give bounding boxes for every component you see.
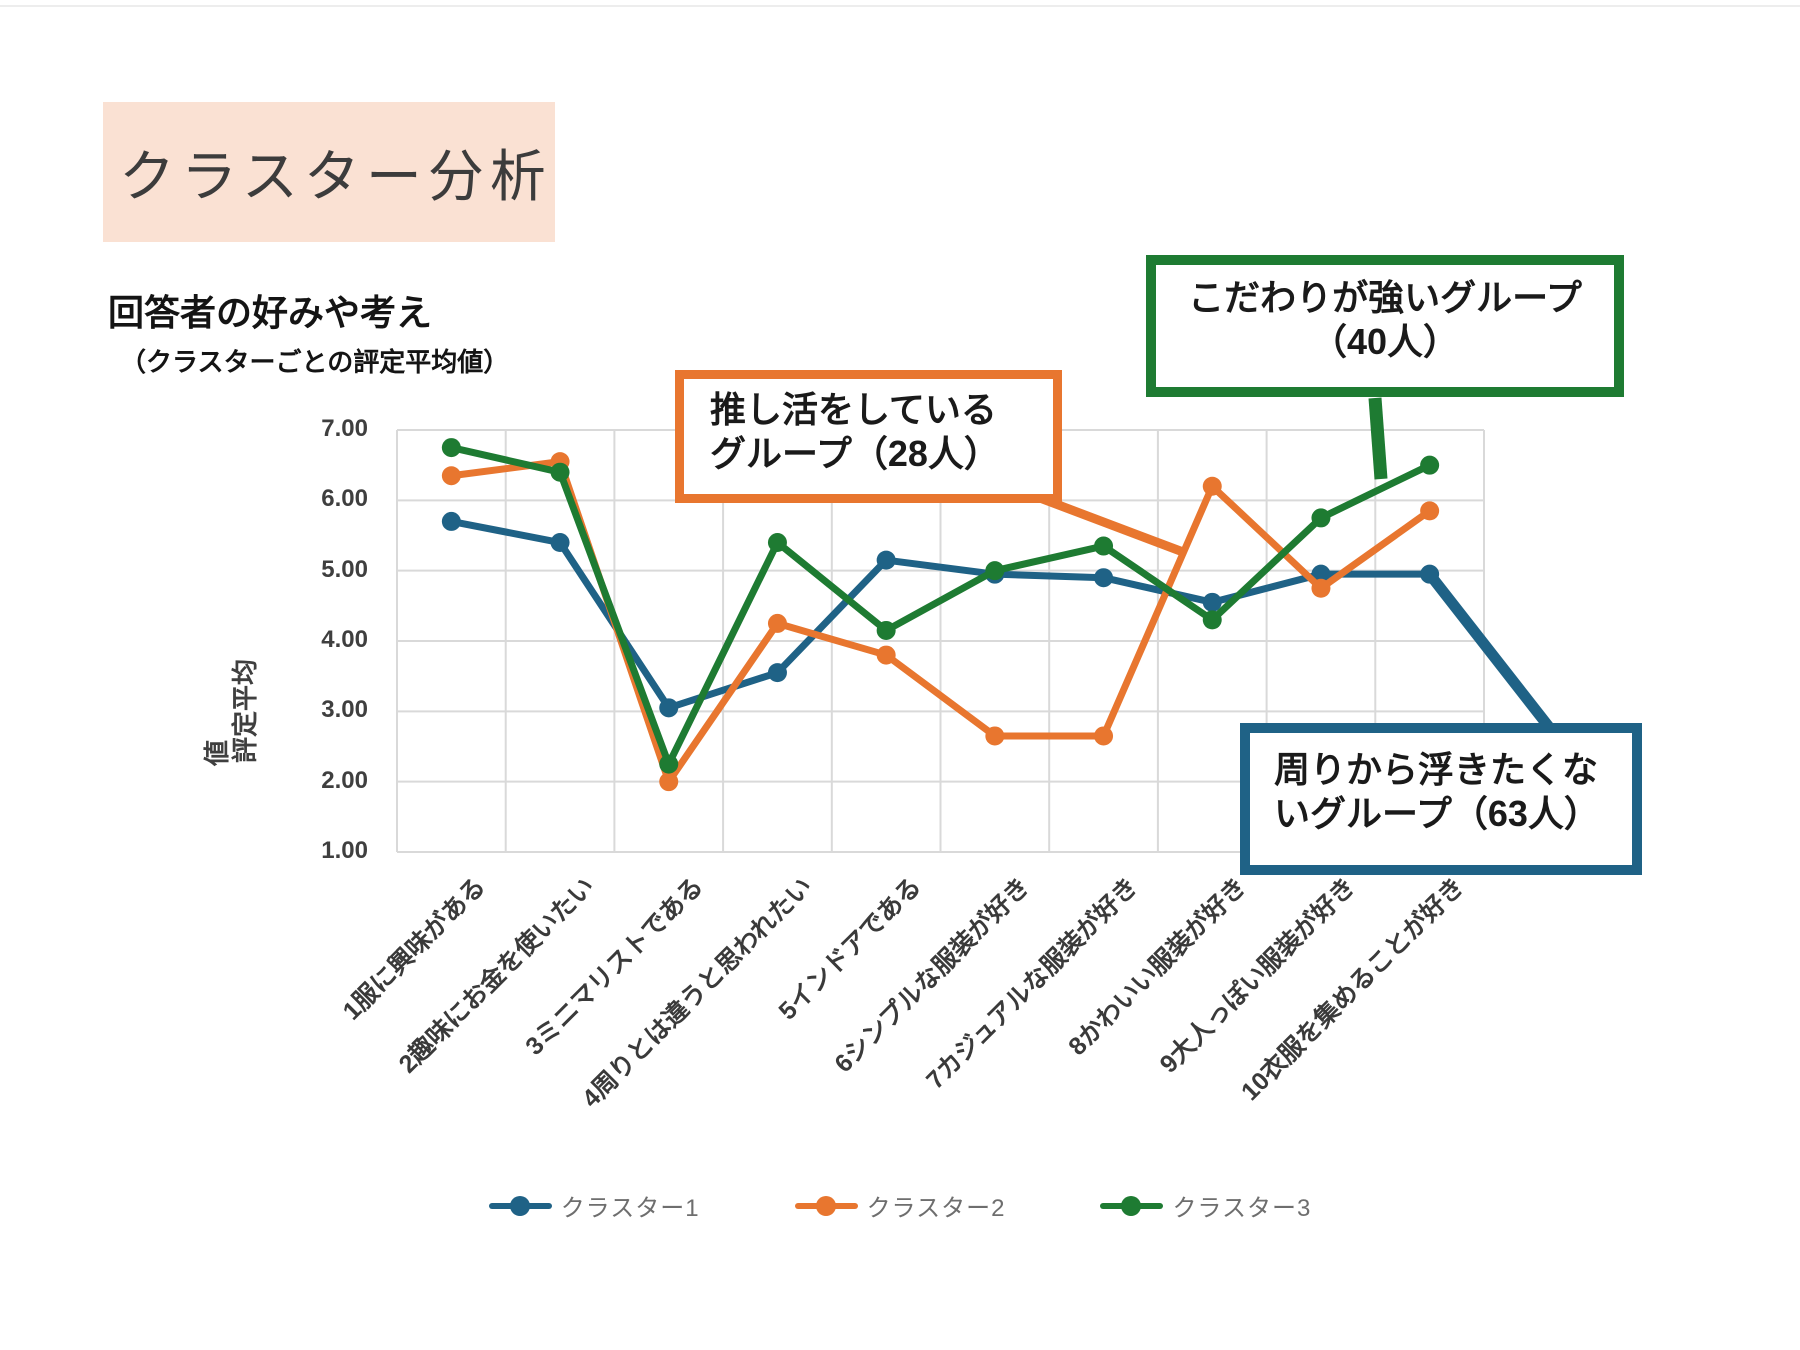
slide-top-edge xyxy=(0,5,1800,7)
y-tick-label: 3.00 xyxy=(321,696,368,724)
data-point-marker-クラスター1 xyxy=(550,533,570,553)
slide-title-banner: クラスター分析 xyxy=(103,102,555,242)
y-tick-label: 4.00 xyxy=(321,626,368,653)
y-tick-label: 7.00 xyxy=(321,415,368,442)
data-point-marker-クラスター2 xyxy=(985,726,1005,746)
data-point-marker-クラスター3 xyxy=(1202,610,1222,630)
annotation-line: グループ（28人） xyxy=(710,433,1000,474)
data-point-marker-クラスター3 xyxy=(441,438,461,458)
data-point-marker-クラスター3 xyxy=(985,561,1005,581)
data-point-marker-クラスター2 xyxy=(441,466,461,486)
annotation-uki-group: 周りから浮きたくな いグループ（63人） xyxy=(1240,723,1642,875)
data-point-marker-クラスター2 xyxy=(767,613,787,633)
slide-title-text: クラスター分析 xyxy=(119,144,552,208)
annotation-connector-line xyxy=(1426,572,1554,731)
chart-subheading: （クラスターごとの評定平均値） xyxy=(120,347,510,377)
annotation-kodawari-group: こだわりが強いグループ （40人） xyxy=(1146,255,1624,397)
data-point-marker-クラスター2 xyxy=(876,645,896,665)
y-tick-label: 1.00 xyxy=(321,837,368,864)
annotation-line: 周りから浮きたくな xyxy=(1274,749,1599,790)
annotation-connector-line xyxy=(1368,397,1388,480)
annotation-line: 推し活をしている xyxy=(710,389,997,430)
chart-heading: 回答者の好みや考え xyxy=(108,292,433,333)
chart-legend: クラスター1 クラスター2 クラスター3 xyxy=(0,1188,1800,1223)
data-point-marker-クラスター1 xyxy=(659,698,679,718)
legend-line-marker-icon xyxy=(1100,1195,1164,1216)
data-point-marker-クラスター1 xyxy=(1311,564,1331,584)
annotation-line: いグループ（63人） xyxy=(1274,793,1600,834)
data-point-marker-クラスター1 xyxy=(441,511,461,531)
data-point-marker-クラスター1 xyxy=(1094,568,1114,588)
data-point-marker-クラスター3 xyxy=(550,462,570,482)
data-point-marker-クラスター3 xyxy=(1420,455,1440,475)
data-point-marker-クラスター3 xyxy=(659,754,679,774)
legend-line-marker-icon xyxy=(794,1195,858,1216)
legend-item: クラスター2 xyxy=(794,1188,1006,1223)
annotation-line: こだわりが強いグループ xyxy=(1188,277,1582,318)
y-tick-label: 6.00 xyxy=(321,485,368,513)
y-tick-label: 2.00 xyxy=(321,766,368,794)
annotation-oshikatsu-group: 推し活をしている グループ（28人） xyxy=(675,370,1062,503)
y-tick-label: 5.00 xyxy=(321,555,368,583)
data-point-marker-クラスター3 xyxy=(1094,536,1114,556)
legend-line-marker-icon xyxy=(488,1195,552,1216)
data-point-marker-クラスター2 xyxy=(1094,726,1114,746)
data-point-marker-クラスター1 xyxy=(876,550,896,570)
data-point-marker-クラスター2 xyxy=(1311,578,1331,598)
legend-label: クラスター3 xyxy=(1172,1195,1312,1222)
legend-label: クラスター1 xyxy=(560,1195,700,1222)
data-point-marker-クラスター2 xyxy=(1202,476,1222,496)
legend-item: クラスター3 xyxy=(1100,1188,1311,1223)
legend-item: クラスター1 xyxy=(488,1188,700,1223)
data-point-marker-クラスター2 xyxy=(659,772,679,792)
annotation-line: （40人） xyxy=(1310,321,1460,362)
data-point-marker-クラスター1 xyxy=(1202,592,1222,612)
data-point-marker-クラスター3 xyxy=(767,533,787,553)
series-line-クラスター3 xyxy=(447,444,1434,768)
data-point-marker-クラスター3 xyxy=(1311,508,1331,528)
legend-label: クラスター2 xyxy=(866,1195,1006,1222)
annotation-connector-line xyxy=(1030,490,1185,557)
data-point-marker-クラスター1 xyxy=(767,663,787,683)
data-point-marker-クラスター3 xyxy=(876,620,896,640)
data-point-marker-クラスター2 xyxy=(1420,501,1440,521)
